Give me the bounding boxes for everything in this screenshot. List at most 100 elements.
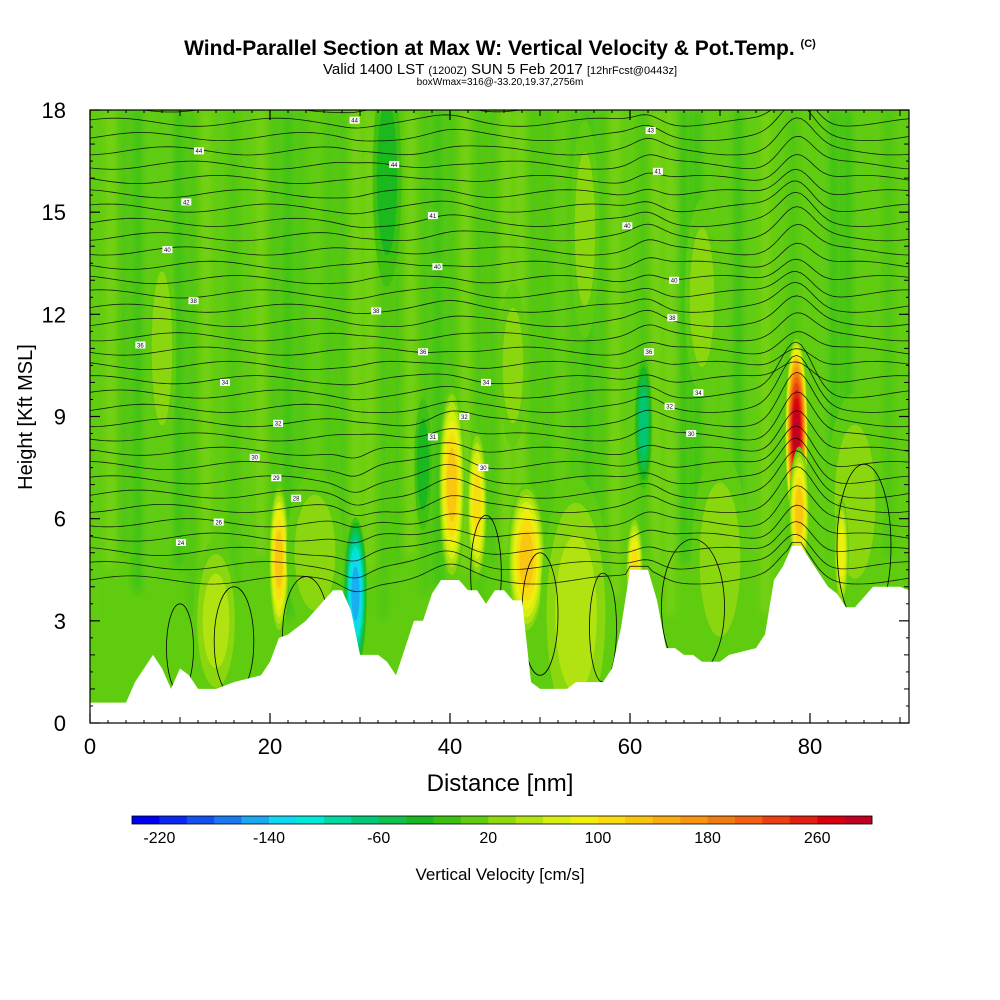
colorbar-swatch: [159, 816, 188, 824]
w-feature: [372, 110, 402, 288]
contour-label: 44: [193, 147, 204, 155]
contour-label-bg: [432, 263, 443, 271]
colorbar-swatch: [186, 816, 215, 824]
x-tick-label: 20: [258, 734, 282, 759]
contour-label-bg: [667, 314, 678, 322]
theta-contour: [90, 437, 909, 493]
contour-label-bg: [175, 539, 186, 547]
contour-label-bg: [664, 402, 675, 410]
contour-label-bg: [193, 147, 204, 155]
x-axis-label: Distance [nm]: [427, 770, 574, 797]
w-streak: [611, 110, 620, 597]
contour-label: 31: [427, 433, 438, 441]
theta-contour: [90, 331, 909, 356]
contour-label-bg: [418, 348, 428, 356]
w-streak: [870, 110, 879, 563]
colorbar-swatch: [570, 816, 599, 824]
w-streak: [666, 110, 675, 614]
w-feature: [414, 398, 432, 530]
contour-label-bg: [371, 307, 382, 315]
colorbar-swatch: [817, 816, 845, 824]
colorbar-swatch: [762, 816, 791, 824]
w-streak: [447, 110, 456, 554]
w-level: [376, 110, 398, 256]
contour-label: 36: [643, 348, 654, 356]
contour-label-bg: [135, 341, 146, 349]
contour-label-text: 30: [688, 432, 695, 438]
theta-contour: [90, 485, 909, 528]
contour-labels: 44 44 44 43 41 42 41 40 40 40 40 38 38 38 36 36 36 34 34 34…: [135, 116, 704, 547]
contour-label-bg: [162, 246, 173, 254]
contour-label-bg: [693, 389, 704, 397]
w-streak: [761, 110, 770, 613]
w-streak: [133, 110, 142, 592]
colorbar-swatch: [844, 816, 873, 824]
w-streak: [584, 110, 593, 565]
w-streak: [352, 110, 361, 554]
w-level: [275, 530, 283, 589]
w-streak: [106, 110, 115, 568]
contour-label-bg: [273, 419, 284, 427]
contour-label-bg: [459, 413, 470, 420]
contour-label-text: 29: [273, 476, 280, 482]
contour-label-text: 34: [483, 381, 490, 387]
w-feature: [507, 483, 546, 636]
contour-label-text: 36: [137, 343, 144, 349]
y-tick-label: 15: [42, 200, 66, 225]
chart-title: Wind-Parallel Section at Max W: Vertical…: [0, 37, 1000, 61]
contour-label: 34: [220, 378, 230, 387]
contour-label-bg: [220, 378, 230, 386]
colorbar-swatch: [323, 816, 352, 824]
contour-label: 41: [427, 212, 438, 220]
w-feature: [268, 483, 290, 636]
contour-label-text: 24: [178, 541, 185, 547]
terrain: [90, 545, 909, 723]
colorbar-frame: [131, 815, 873, 825]
w-streak: [857, 110, 866, 612]
colorbar-swatch: [351, 816, 379, 824]
w-level: [689, 227, 715, 367]
w-streak: [215, 110, 224, 555]
w-level: [793, 408, 800, 459]
contour-label-text: 38: [190, 299, 197, 305]
theta-contour: [90, 154, 909, 184]
contour-label: 44: [349, 116, 360, 125]
contour-label-text: 41: [655, 170, 662, 176]
contour-label-bg: [686, 430, 697, 438]
contour-label-text: 30: [251, 456, 258, 462]
contour-label: 30: [478, 464, 489, 472]
x-tick-label: 80: [798, 734, 822, 759]
w-streak: [120, 110, 129, 555]
w-level: [795, 487, 804, 537]
contour-label-text: 38: [373, 309, 380, 315]
theta-contour: [90, 258, 909, 285]
contour-label-text: 32: [461, 415, 468, 421]
theta-contour: [90, 206, 909, 242]
contour-label-bg: [478, 464, 489, 472]
w-streak: [174, 110, 183, 569]
w-level: [639, 390, 648, 457]
theta-contour: [90, 504, 909, 544]
theta-contour: [90, 425, 909, 477]
theta-contour: [90, 371, 909, 428]
potential-temperature-contours: [90, 110, 909, 697]
w-level: [699, 482, 741, 637]
contour-label-text: 44: [351, 119, 358, 125]
w-streak: [597, 110, 606, 557]
terrain-mask: [90, 545, 909, 723]
w-level: [202, 573, 230, 669]
contour-label-bg: [643, 348, 654, 356]
chart-subtitle: Valid 1400 LST (1200Z) SUN 5 Feb 2017 [1…: [0, 61, 1000, 78]
contour-label-text: 31: [430, 435, 437, 441]
contour-label: 36: [418, 348, 428, 356]
contour-label-text: 40: [434, 265, 441, 271]
contour-label-bg: [291, 494, 302, 502]
theta-contour: [90, 312, 909, 342]
contour-label-bg: [645, 126, 656, 134]
theta-contour: [90, 361, 909, 386]
contour-label: 32: [664, 402, 675, 411]
w-streak: [379, 110, 388, 618]
x-tick-label: 60: [618, 734, 642, 759]
